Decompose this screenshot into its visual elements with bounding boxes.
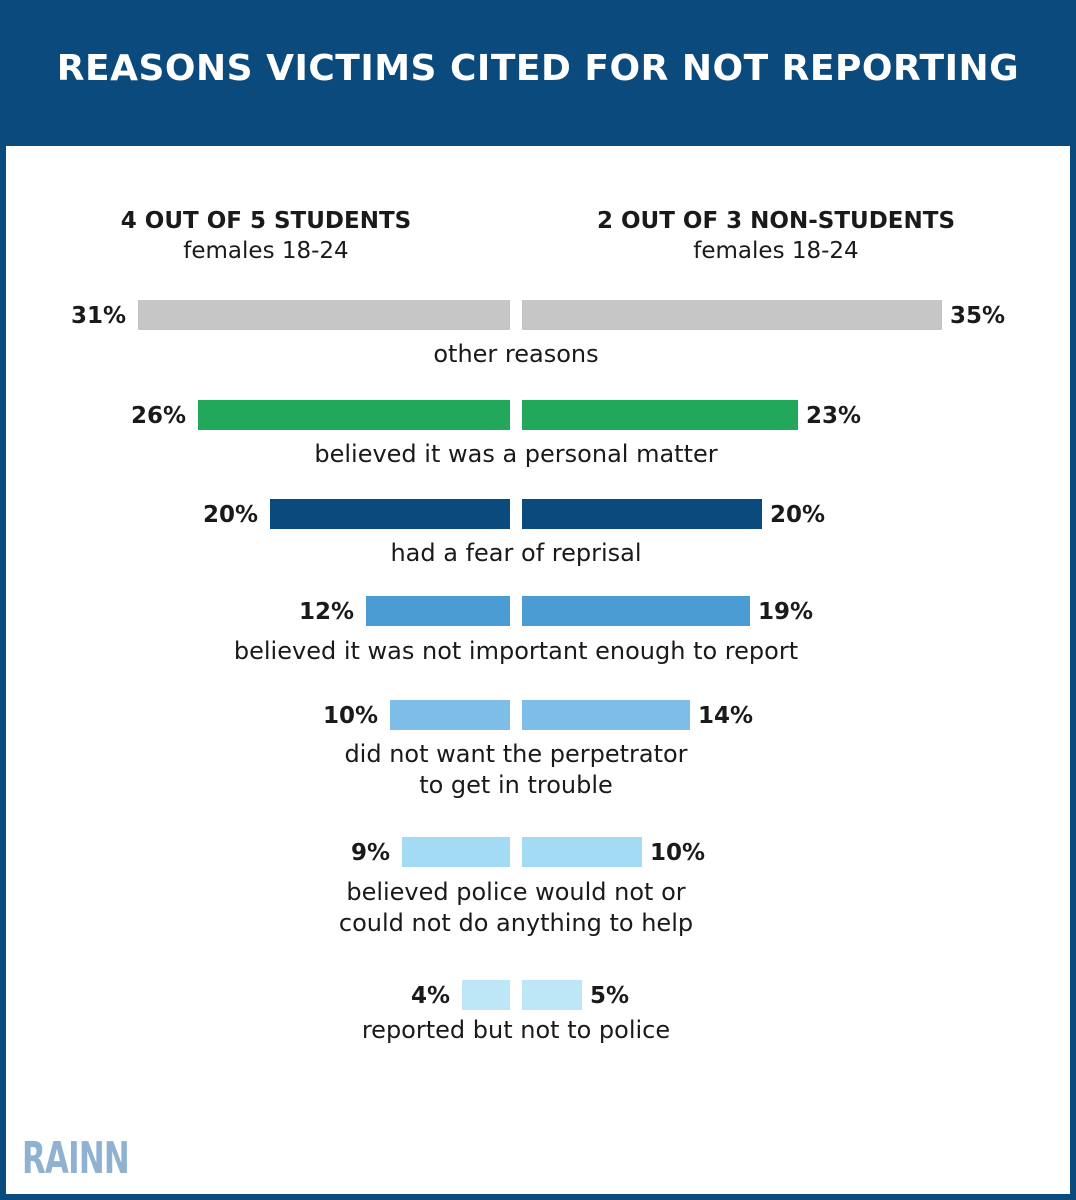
non-students-value-label: 35% <box>950 303 1005 329</box>
students-value-label: 26% <box>131 403 186 429</box>
non-students-value-label: 10% <box>650 840 705 866</box>
non-students-value-label: 20% <box>770 502 825 528</box>
category-label: had a fear of reprisal <box>390 539 641 567</box>
category-label: could not do anything to help <box>339 909 693 937</box>
students-bar <box>270 499 510 529</box>
category-label: reported but not to police <box>362 1016 670 1044</box>
category-label: believed police would not or <box>346 878 685 906</box>
students-subheading: females 18-24 <box>183 238 349 264</box>
students-value-label: 20% <box>203 502 258 528</box>
students-bar <box>138 300 510 330</box>
non-students-bar <box>522 980 582 1010</box>
students-bar <box>366 596 510 626</box>
students-bar <box>462 980 510 1010</box>
non-students-subheading: females 18-24 <box>693 238 859 264</box>
non-students-value-label: 14% <box>698 703 753 729</box>
non-students-bar <box>522 700 690 730</box>
non-students-value-label: 19% <box>758 599 813 625</box>
non-students-value-label: 5% <box>590 983 629 1009</box>
non-students-group-label: 2 OUT OF 3 NON-STUDENTS females 18-24 <box>586 206 966 266</box>
category-label: other reasons <box>433 340 598 368</box>
non-students-bar <box>522 300 942 330</box>
non-students-bar <box>522 837 642 867</box>
category-label: to get in trouble <box>419 771 613 799</box>
non-students-bar <box>522 596 750 626</box>
students-heading: 4 OUT OF 5 STUDENTS <box>120 208 412 234</box>
non-students-heading: 2 OUT OF 3 NON-STUDENTS <box>596 208 956 234</box>
students-group-label: 4 OUT OF 5 STUDENTS females 18-24 <box>86 206 446 266</box>
rainn-logo: RAINN <box>22 1133 130 1184</box>
category-label: did not want the perpetrator <box>344 740 687 768</box>
students-value-label: 12% <box>299 599 354 625</box>
students-value-label: 4% <box>411 983 450 1009</box>
chart-title: REASONS VICTIMS CITED FOR NOT REPORTING <box>56 48 1020 89</box>
title-banner: REASONS VICTIMS CITED FOR NOT REPORTING <box>0 0 1076 146</box>
students-value-label: 9% <box>351 840 390 866</box>
students-bar <box>198 400 510 430</box>
non-students-bar <box>522 499 762 529</box>
non-students-bar <box>522 400 798 430</box>
category-label: believed it was not important enough to … <box>234 637 798 665</box>
students-bar <box>390 700 510 730</box>
non-students-value-label: 23% <box>806 403 861 429</box>
students-value-label: 31% <box>71 303 126 329</box>
category-label: believed it was a personal matter <box>314 440 717 468</box>
students-bar <box>402 837 510 867</box>
students-value-label: 10% <box>323 703 378 729</box>
